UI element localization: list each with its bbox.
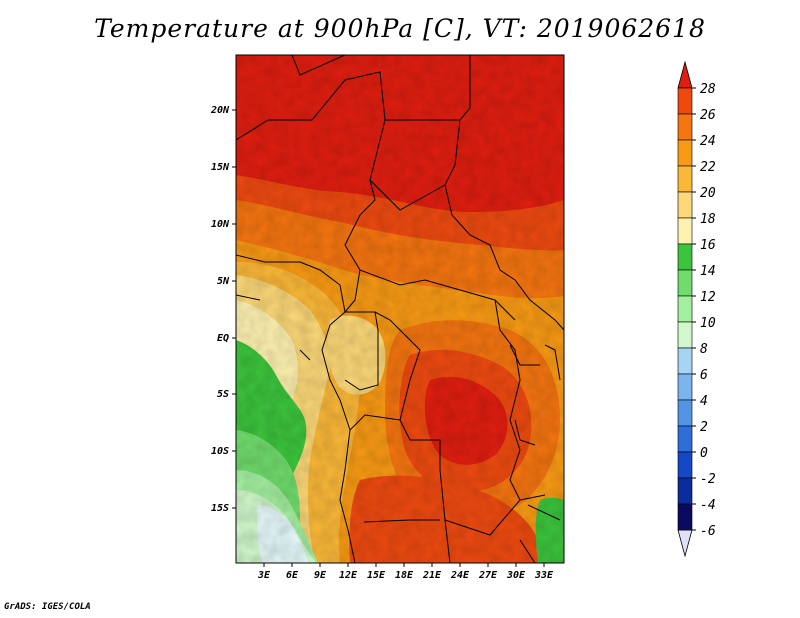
latitude-axis: 20N 15N 10N 5N EQ 5S 10S 15S [210, 105, 236, 514]
lat-tick-label: 15S [211, 503, 229, 514]
lon-tick-label: 30E [506, 570, 526, 581]
lat-tick-label: 5S [217, 389, 229, 400]
colorbar-cell [677, 399, 693, 427]
colorbar-cell [677, 165, 693, 193]
lon-tick-label: 18E [395, 570, 414, 581]
colorbar-cell [677, 139, 693, 167]
map-frame [235, 54, 565, 564]
temperature-field [236, 55, 564, 563]
colorbar-label: 16 [700, 238, 716, 253]
colorbar-label: 14 [700, 264, 716, 279]
colorbar-label: 20 [700, 186, 716, 201]
colorbar-cell [677, 477, 693, 505]
colorbar-cell [677, 451, 693, 479]
lat-tick-label: 10N [211, 219, 230, 230]
colorbar-label: 12 [700, 290, 716, 305]
colorbar-cell [677, 347, 693, 375]
colorbar-overflow-high [677, 60, 693, 89]
lat-tick-label: 10S [211, 446, 229, 457]
colorbar-cell [677, 217, 693, 245]
lon-tick-label: 9E [314, 570, 327, 581]
colorbar-cell [677, 113, 693, 141]
colorbar-label: 24 [700, 134, 716, 149]
colorbar-label: 26 [700, 108, 716, 123]
country-boundaries [236, 55, 564, 563]
colorbar-cell [677, 87, 693, 115]
colorbar-cell [677, 425, 693, 453]
lon-tick-label: 3E [257, 570, 271, 581]
chart-title: Temperature at 900hPa [C], VT: 201906261… [94, 14, 706, 43]
colorbar-label: 0 [700, 446, 708, 461]
lon-tick-label: 33E [534, 570, 554, 581]
colorbar-cell [677, 191, 693, 219]
lon-tick-label: 6E [286, 570, 299, 581]
colorbar-label: 22 [700, 160, 716, 175]
colorbar-label: -6 [700, 524, 716, 539]
lat-tick-label: 15N [211, 162, 230, 173]
colorbar-label: -4 [700, 498, 716, 513]
lon-tick-label: 12E [339, 570, 358, 581]
lon-tick-label: 15E [367, 570, 386, 581]
colorbar-label: 6 [700, 368, 708, 383]
colorbar-cell [677, 503, 693, 531]
colorbar-cell [677, 269, 693, 297]
lat-tick-label: 20N [210, 105, 230, 116]
colorbar-cell [677, 243, 693, 271]
colorbar-label: 10 [700, 316, 716, 331]
colorbar-label: 2 [700, 420, 708, 435]
colorbar-cell [677, 321, 693, 349]
colorbar-label: 8 [700, 342, 708, 357]
credit-text: GrADS: IGES/COLA [4, 602, 91, 612]
colorbar-cell [677, 373, 693, 401]
colorbar-cell [677, 295, 693, 323]
lon-tick-label: 27E [478, 570, 498, 581]
lon-tick-label: 21E [422, 570, 442, 581]
colorbar-label: -2 [700, 472, 716, 487]
colorbar-overflow-low [677, 529, 693, 558]
colorbar-label: 18 [700, 212, 716, 227]
lon-tick-label: 24E [450, 570, 470, 581]
lat-tick-label: EQ [217, 333, 229, 344]
lat-tick-label: 5N [217, 276, 230, 287]
colorbar-label: 4 [700, 394, 708, 409]
colorbar-label: 28 [700, 82, 716, 97]
longitude-axis: 3E 6E 9E 12E 15E 18E 21E 24E 27E 30E 33E [257, 563, 554, 581]
